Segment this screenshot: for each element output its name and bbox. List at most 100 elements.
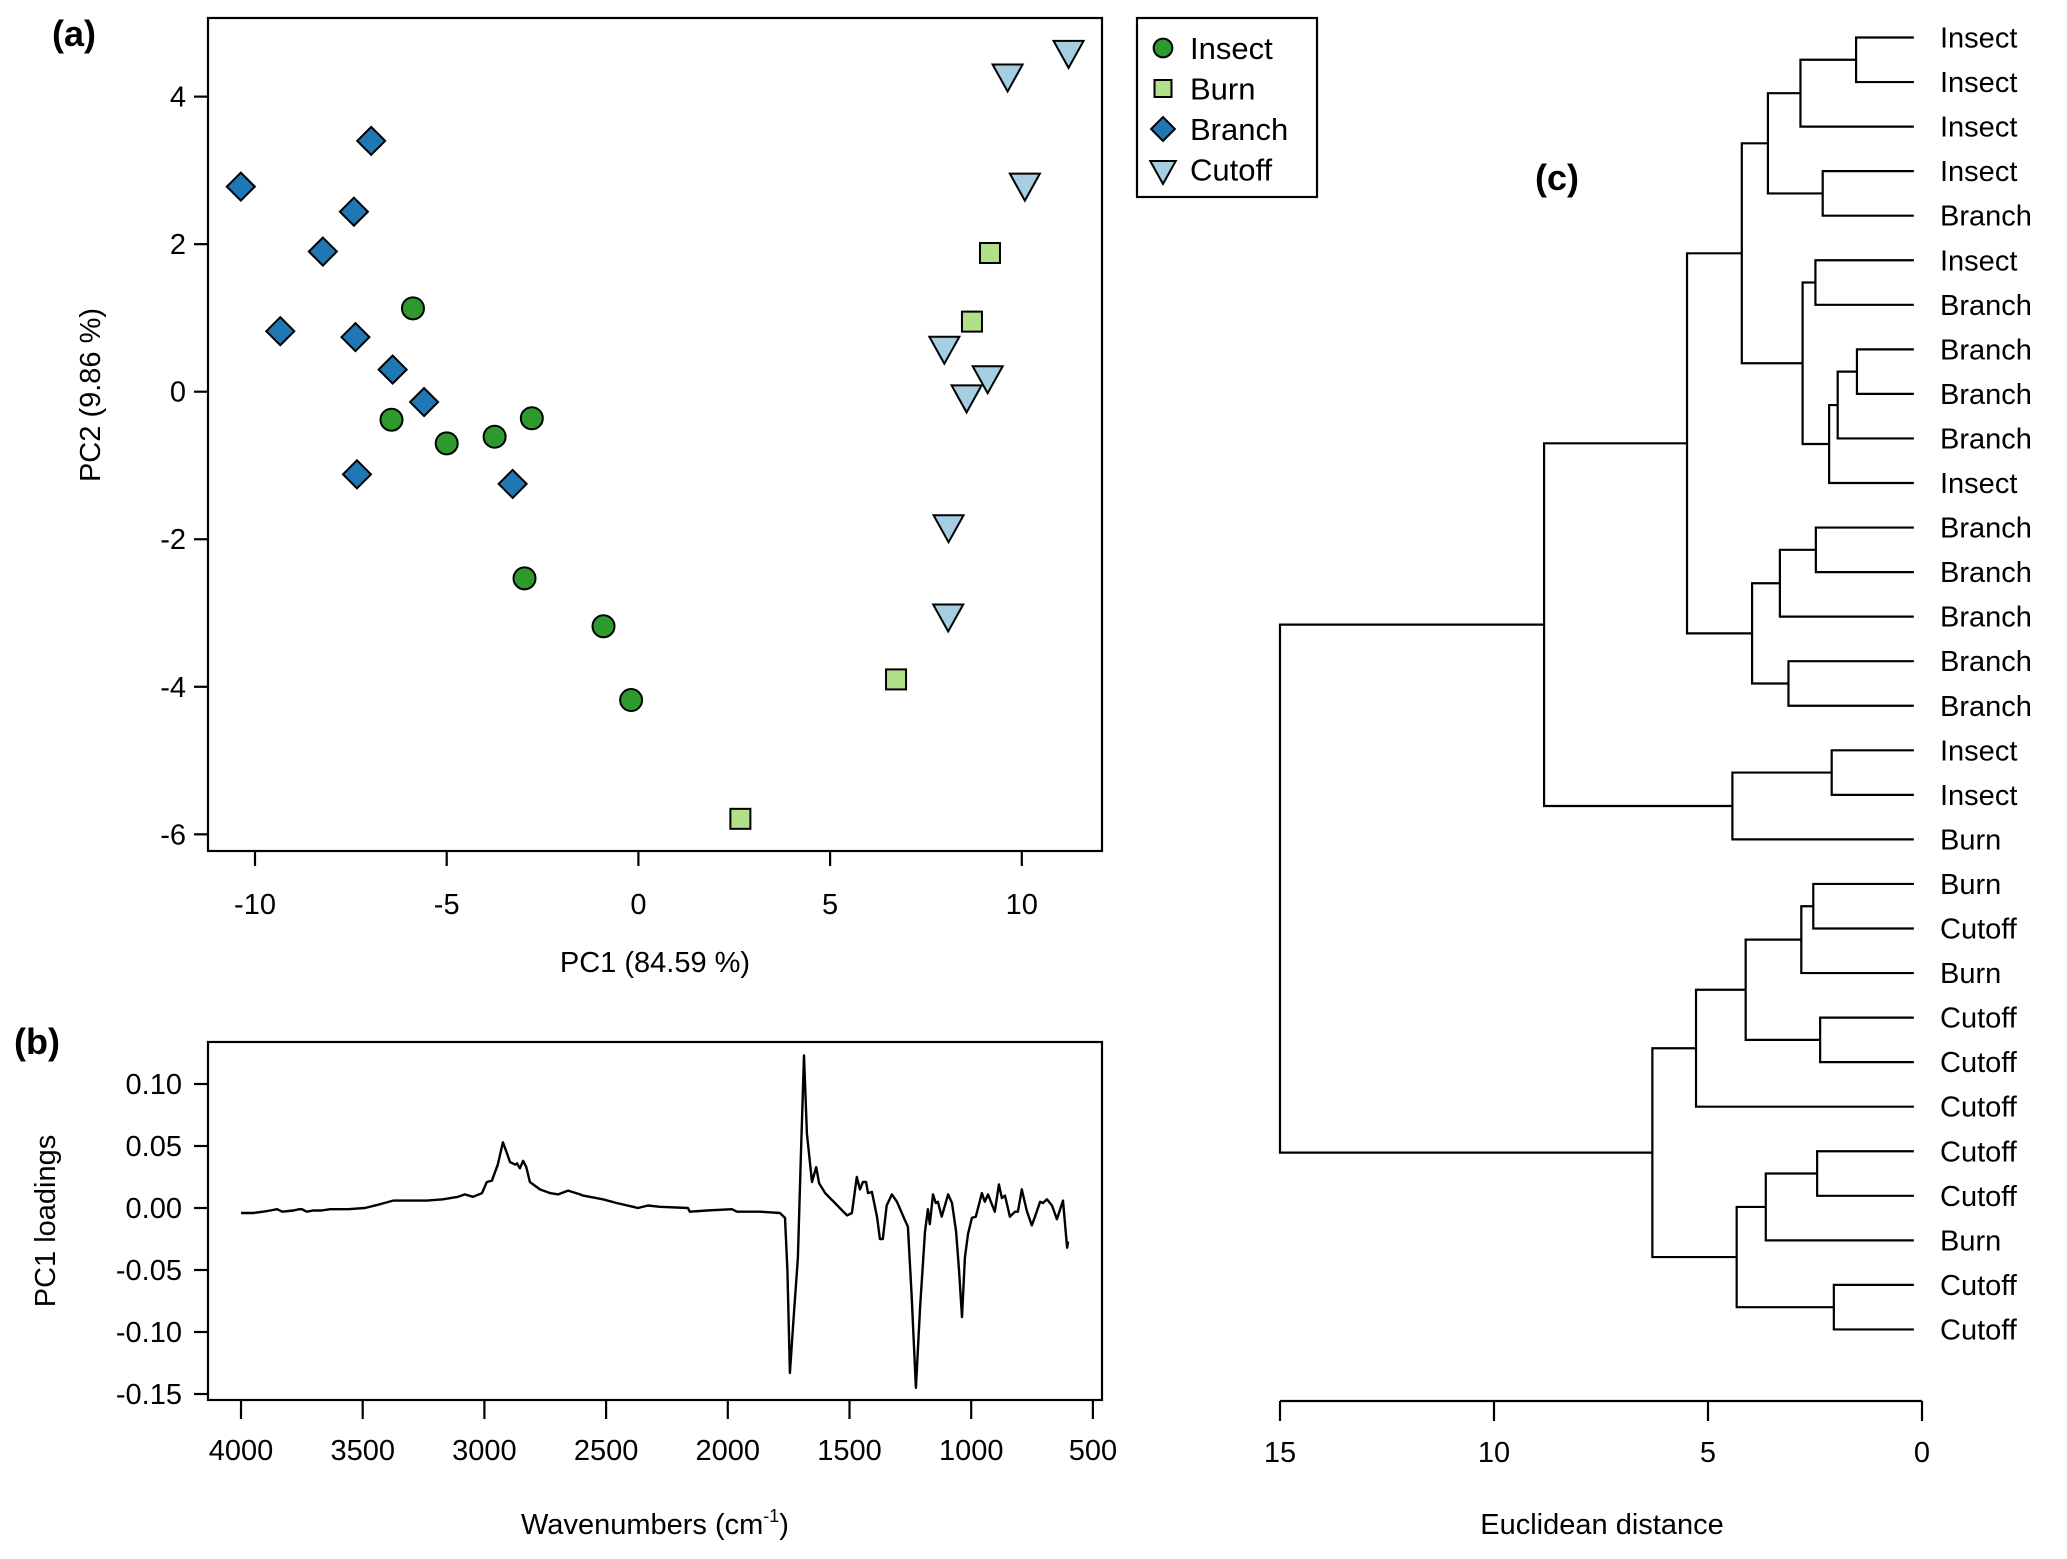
legend-label: Branch [1190, 112, 1288, 147]
dendrogram-link [1764, 1172, 1914, 1242]
leaf-label-branch: Branch [1940, 201, 2032, 233]
y-tick-label: 0.05 [126, 1131, 182, 1163]
panel-c-x-axis-title: Euclidean distance [1480, 1509, 1723, 1541]
point-insect [519, 406, 544, 431]
leaf-label-burn: Burn [1940, 824, 2001, 856]
y-tick-label: 0.00 [126, 1193, 182, 1225]
dendrogram-link [1801, 281, 1830, 446]
legend-circle-icon [1152, 37, 1174, 59]
y-tick-label: 2 [170, 229, 186, 261]
leaf-label-insect: Insect [1940, 245, 2017, 277]
panel-a-x-axis-title: PC1 (84.59 %) [560, 947, 750, 979]
legend-item-burn: Burn [1153, 72, 1255, 107]
point-branch [264, 315, 296, 347]
point-cutoff [990, 63, 1025, 94]
x-tick-label: 2500 [574, 1435, 639, 1467]
x-tick-label: 1500 [817, 1435, 882, 1467]
leaf-label-cutoff: Cutoff [1940, 1181, 2018, 1213]
y-tick-label: -4 [160, 672, 186, 704]
leaf-label-insect: Insect [1940, 780, 2017, 812]
dendrogram-link [1814, 526, 1914, 574]
x-tick-label: 0 [1914, 1437, 1930, 1469]
panel-b-x-axis-title-end: ) [779, 1509, 789, 1541]
leaf-label-cutoff: Cutoff [1940, 1314, 2018, 1346]
leaf-label-insect: Insect [1940, 23, 2017, 55]
point-branch [225, 171, 257, 203]
point-cutoff [1051, 39, 1086, 70]
point-insect [591, 614, 616, 639]
x-tick-label: -5 [434, 889, 460, 921]
leaf-label-cutoff: Cutoff [1940, 1003, 2018, 1035]
dendrogram-link [1832, 1283, 1914, 1331]
point-burn [729, 807, 752, 830]
x-tick-label: 0 [630, 889, 646, 921]
panel-a-points [225, 39, 1086, 830]
y-tick-label: -0.05 [116, 1255, 182, 1287]
dendrogram-link [1828, 403, 1914, 485]
legend-diamond-icon [1149, 115, 1177, 143]
leaf-label-branch: Branch [1940, 557, 2032, 589]
y-tick-label: -0.10 [116, 1317, 182, 1349]
point-branch [307, 236, 339, 267]
x-tick-label: 10 [1478, 1437, 1510, 1469]
point-cutoff [927, 335, 962, 366]
panel-b-loadings-line [241, 1054, 1070, 1389]
dendrogram-link [1814, 259, 1914, 306]
x-tick-label: 3500 [330, 1435, 395, 1467]
point-branch [338, 196, 370, 228]
panel-b-frame [206, 1040, 1104, 1402]
dendrogram-link [1855, 348, 1914, 395]
leaf-label-cutoff: Cutoff [1940, 1092, 2018, 1124]
panel-b-x-axis-title: Wavenumbers (cm-1) [521, 1506, 789, 1541]
y-tick-label: 0 [170, 377, 186, 409]
point-cutoff [931, 603, 965, 634]
dendrogram-link [1542, 442, 1733, 808]
point-branch [355, 125, 387, 157]
legend-label: Burn [1190, 72, 1255, 107]
legend-label: Insect [1190, 31, 1273, 66]
dendrogram-link [1836, 370, 1914, 440]
dendrogram-link [1685, 252, 1753, 635]
leaf-label-cutoff: Cutoff [1940, 1136, 2018, 1168]
x-tick-label: 5 [1700, 1437, 1716, 1469]
x-tick-label: 4000 [209, 1435, 274, 1467]
dendrogram-link [1735, 1205, 1834, 1309]
panel-a-label: (a) [52, 13, 96, 54]
x-tick-label: 2000 [696, 1435, 761, 1467]
dendrogram-link [1800, 905, 1914, 975]
legend-triangle-down-icon [1148, 160, 1178, 187]
panel-a: (a) 4 2 0 -2 -4 -6 -10 -5 0 5 10 PC1 (84.59 %) PC… [52, 13, 1104, 979]
point-cutoff [1008, 172, 1042, 203]
point-cutoff [931, 514, 966, 545]
y-tick-label: 4 [170, 82, 186, 114]
leaf-label-insect: Insect [1940, 112, 2017, 144]
leaf-label-burn: Burn [1940, 1225, 2001, 1257]
panel-c-leaf-labels: Insect Insect Insect Insect Branch Insect Bran… [1940, 23, 2032, 1347]
dendrogram-link [1816, 1150, 1914, 1197]
dendrogram-link [1740, 142, 1803, 365]
point-cutoff [970, 365, 1005, 396]
panel-c-label: (c) [1535, 157, 1579, 198]
leaf-label-branch: Branch [1940, 379, 2032, 411]
leaf-label-cutoff: Cutoff [1940, 914, 2018, 946]
y-tick-label: -0.15 [116, 1379, 182, 1411]
x-tick-label: 3000 [452, 1435, 517, 1467]
point-burn [885, 668, 908, 691]
dendrogram-link [1854, 36, 1914, 84]
panel-b-x-axis-title-main: Wavenumbers (cm [521, 1509, 763, 1541]
panel-a-x-axis: -10 -5 0 5 10 [234, 851, 1038, 921]
point-insect [482, 424, 507, 449]
dendrogram-link [1731, 771, 1914, 841]
y-tick-label: -2 [160, 524, 186, 556]
panel-b: (b) 0.10 0.05 0.00 -0.05 -0.10 -0.15 4000 3500… [14, 1021, 1117, 1541]
series-branch [225, 125, 529, 500]
x-tick-label: 5 [822, 889, 838, 921]
point-branch [340, 321, 371, 353]
series-cutoff [927, 39, 1086, 634]
legend: Insect Burn Branch Cutoff [1135, 16, 1319, 199]
panel-a-y-axis-title: PC2 (9.86 %) [75, 308, 107, 482]
series-insect [379, 296, 644, 713]
legend-item-insect: Insect [1152, 31, 1273, 66]
legend-item-branch: Branch [1149, 112, 1288, 147]
